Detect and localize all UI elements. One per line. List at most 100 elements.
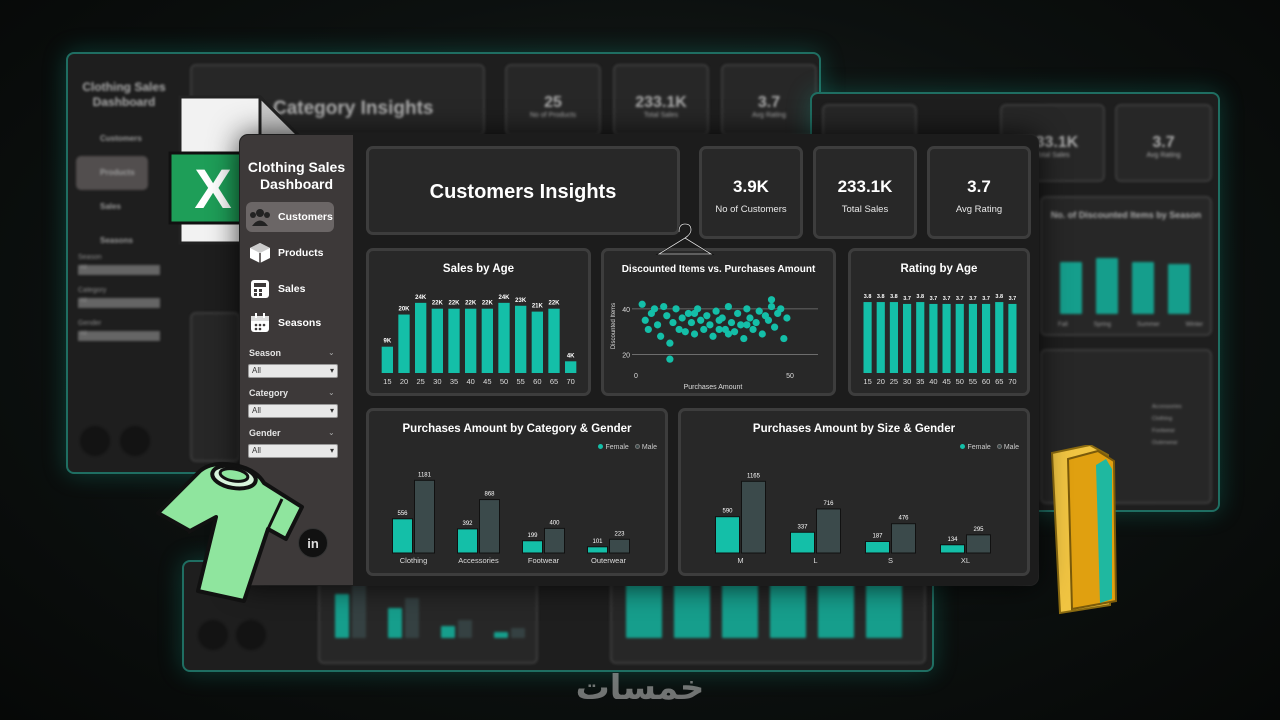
bar-L-male xyxy=(816,508,841,554)
filter-category-value: All xyxy=(252,406,261,415)
bg-r-kpi-2-value: 3.7 xyxy=(1152,134,1175,151)
y-tick-label: 20 xyxy=(622,353,630,360)
scatter-point xyxy=(641,316,649,324)
scatter-point xyxy=(697,316,705,324)
x-tick-label: 45 xyxy=(483,377,491,386)
svg-text:X: X xyxy=(194,157,231,220)
x-tick-label: 50 xyxy=(786,373,794,380)
hanger-icon xyxy=(655,222,715,262)
bg-r-season-winter: Winter xyxy=(1185,322,1203,328)
x-tick-label: 50 xyxy=(500,377,508,386)
scatter-point xyxy=(669,318,677,327)
bg-nav-sales: Sales xyxy=(100,202,121,211)
seasons-icon xyxy=(248,312,272,334)
chart-rating-by-age-title: Rating by Age xyxy=(900,263,978,275)
x-tick-label: L xyxy=(813,556,817,565)
filter-gender-select[interactable]: All ▾ xyxy=(248,444,338,458)
chevron-down-icon: ▾ xyxy=(329,406,334,415)
scatter-point xyxy=(777,305,785,313)
scatter-point xyxy=(749,325,757,334)
bg-bottom-github-icon xyxy=(198,620,228,650)
scatter-point xyxy=(746,314,754,322)
bar-Outerwear-female xyxy=(587,546,608,554)
filter-category-select[interactable]: All ▾ xyxy=(248,404,338,418)
kpi-rating-card: 3.7 Avg Rating xyxy=(927,146,1031,239)
filter-gender-chevron-icon[interactable]: ⌄ xyxy=(328,428,335,437)
bg-kpi-2-label: Total Sales xyxy=(643,112,679,119)
data-label: 187 xyxy=(872,533,883,539)
kpi-sales-card: 233.1K Total Sales xyxy=(813,146,917,239)
bar-30 xyxy=(431,308,443,373)
bar-70 xyxy=(565,361,577,373)
scatter-point xyxy=(706,321,714,329)
data-label: 22K xyxy=(432,301,444,307)
data-label: 22K xyxy=(482,301,494,307)
bar-Footwear-female xyxy=(522,540,543,554)
bg-r-kpi-2: 3.7 Avg Rating xyxy=(1115,104,1212,182)
scatter-point xyxy=(780,334,788,343)
bar-35 xyxy=(916,302,925,373)
kpi-rating-label: Avg Rating xyxy=(955,204,1003,215)
bar-40 xyxy=(929,303,938,373)
filter-season-select[interactable]: All ▾ xyxy=(248,364,338,378)
scatter-point xyxy=(737,321,745,329)
bar-S-female xyxy=(865,540,890,554)
bg-r-legend-clothing: Clothing xyxy=(1152,416,1173,422)
bg-r-legend: Accessories Clothing Footwear Outerwear xyxy=(1152,401,1182,449)
bg-filter-category-label: Category xyxy=(78,287,107,294)
scatter-point xyxy=(660,302,668,311)
nav-customers[interactable]: Customers xyxy=(246,202,334,232)
bg-bottom-bars-1 xyxy=(330,578,530,638)
data-label: 3.8 xyxy=(916,294,924,300)
bg-bottom-chart-1 xyxy=(318,572,538,664)
data-label: 3.7 xyxy=(930,296,938,302)
bg-bottom-bars-2 xyxy=(626,576,916,638)
x-tick-label: 30 xyxy=(433,377,441,386)
x-tick-label: 55 xyxy=(969,377,977,386)
data-label: 392 xyxy=(462,521,473,527)
bg-kpi-2: 233.1K Total Sales xyxy=(613,64,709,136)
data-label: 20K xyxy=(398,307,410,313)
scatter-point xyxy=(783,314,791,322)
x-tick-label: 55 xyxy=(516,377,524,386)
scatter-point xyxy=(709,332,717,340)
x-tick-label: 35 xyxy=(916,377,924,386)
bg-kpi-3: 3.7 Avg Rating xyxy=(721,64,817,136)
data-label: 868 xyxy=(484,492,495,498)
data-label: 3.8 xyxy=(864,294,872,300)
bg-r-bar-spring xyxy=(1096,258,1118,314)
linkedin-icon-text: in xyxy=(307,535,319,551)
bar-55 xyxy=(968,303,977,373)
linkedin-icon[interactable]: in xyxy=(298,528,328,558)
chart-size-gender: Purchases Amount by Size & Gender Female… xyxy=(678,408,1030,576)
nav-seasons[interactable]: Seasons xyxy=(246,308,334,338)
kpi-sales-label: Total Sales xyxy=(841,204,889,215)
chart-category-gender-title: Purchases Amount by Category & Gender xyxy=(402,423,632,435)
x-tick-label: 15 xyxy=(383,377,391,386)
chart-sales-by-age: Sales by Age 9K 15 20K 20 24K 25 22K 30 22K 35 22K… xyxy=(366,248,591,396)
filter-category-chevron-icon[interactable]: ⌄ xyxy=(328,388,335,397)
x-tick-label: 65 xyxy=(995,377,1003,386)
bar-Outerwear-male xyxy=(609,538,630,554)
bar-25 xyxy=(889,302,898,373)
filter-season-label: Season xyxy=(249,348,282,358)
bar-Clothing-female xyxy=(392,518,413,554)
scatter-point xyxy=(715,325,723,334)
nav-sales[interactable]: Sales xyxy=(246,274,334,304)
bg-filter-season: All xyxy=(78,265,160,275)
bar-65 xyxy=(548,308,560,373)
x-tick-label: XL xyxy=(961,556,970,565)
legend-female: Female xyxy=(960,444,991,451)
bg-linkedin-icon xyxy=(120,426,150,456)
filter-season-chevron-icon[interactable]: ⌄ xyxy=(328,348,335,357)
bg-r-season-bars xyxy=(1060,234,1200,314)
customers-icon xyxy=(248,206,272,228)
legend-female-label: Female xyxy=(605,444,629,451)
filter-season-value: All xyxy=(252,366,261,375)
scatter-point xyxy=(638,300,646,308)
nav-products[interactable]: Products xyxy=(246,238,334,268)
legend-male: Male xyxy=(634,444,657,451)
data-label: 23K xyxy=(515,298,527,304)
scatter-point xyxy=(690,330,699,338)
bar-S-male xyxy=(891,523,916,554)
